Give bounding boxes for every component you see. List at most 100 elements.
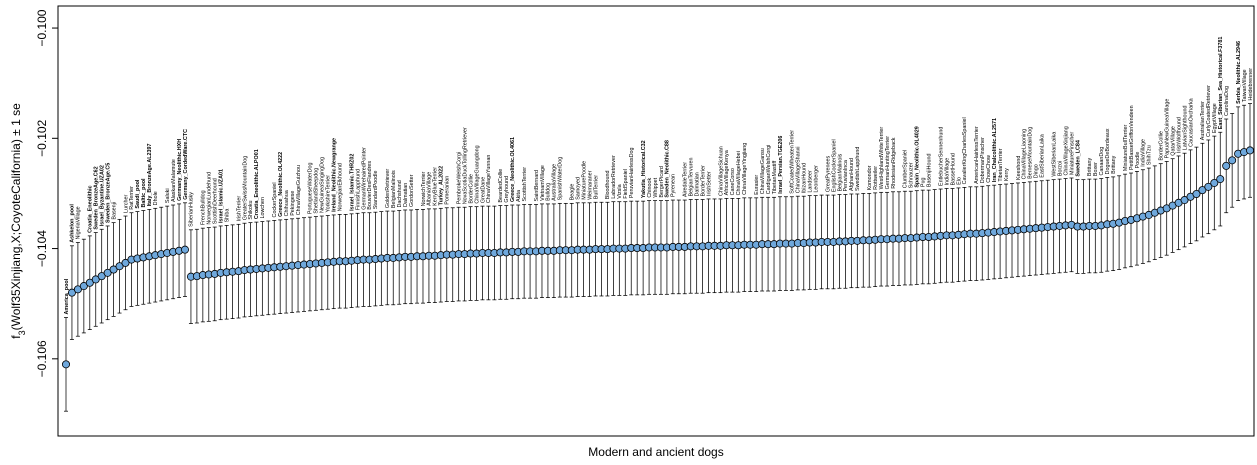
point-label: CavalierKingCharlesSpaniel bbox=[962, 117, 968, 184]
point-label: Beagle bbox=[570, 184, 576, 201]
point-label: NewGuineaSingingDog bbox=[320, 157, 326, 213]
data-point bbox=[62, 360, 71, 369]
point-label: Germany_Neolithic.HXH bbox=[177, 139, 183, 201]
point-label: Greyhound bbox=[504, 176, 510, 203]
data-point bbox=[67, 288, 76, 297]
point-label: BouvierDesFlandres bbox=[367, 161, 373, 210]
data-point bbox=[85, 278, 94, 287]
point-label: YorkshireTerrier bbox=[326, 175, 332, 213]
data-point bbox=[1204, 182, 1213, 191]
point-label: BeardedCollie bbox=[498, 169, 504, 203]
point-label: MiniaturePinscher bbox=[1069, 132, 1075, 175]
point-label: NovaScotiaDuckTollingRetriever bbox=[462, 127, 468, 204]
point-label: EnglishCockerSpaniel bbox=[831, 139, 837, 192]
point-label: GreatDane bbox=[480, 177, 486, 203]
data-point bbox=[121, 258, 130, 267]
point-label: IndiaVillage bbox=[1141, 139, 1147, 167]
point-label: Shiba bbox=[224, 209, 230, 223]
point-label: Turkey_AL2022 bbox=[439, 166, 445, 205]
point-label: Brittany bbox=[1111, 155, 1117, 174]
y-axis: −0.106 −0.104 −0.102 −0.100 bbox=[35, 9, 58, 377]
point-label: Serbia_Neolithic.AL2946 bbox=[1236, 41, 1242, 104]
point-label: Sweden_Neolithic.C88 bbox=[665, 140, 671, 198]
point-label: EastSiberianLaika bbox=[1040, 134, 1046, 177]
point-label: Israel_Islamic.THRZ02 bbox=[349, 154, 355, 211]
point-label: Elo bbox=[956, 177, 962, 185]
point-label: Eurasier bbox=[754, 175, 760, 195]
point-label: AiredaleTerrier bbox=[683, 162, 689, 197]
point-label: Schnauzer bbox=[909, 162, 915, 188]
point-label: Bulldog bbox=[546, 183, 552, 201]
data-point bbox=[103, 268, 112, 277]
data-point bbox=[1180, 196, 1189, 205]
point-label: Boxer bbox=[1093, 162, 1099, 176]
point-label: Chinook bbox=[647, 178, 653, 198]
point-label: Germany_CordedWare.CTC bbox=[183, 129, 189, 200]
point-label: QatarVillage bbox=[1170, 126, 1176, 156]
point-label: BorderCollie bbox=[468, 174, 474, 204]
data-point bbox=[79, 282, 88, 291]
point-label: AfricaVillageKenya bbox=[724, 150, 730, 195]
point-label: PortugueseWaterDog bbox=[308, 163, 314, 215]
point-label: KerryBlueTerrier bbox=[433, 167, 439, 206]
point-label: GermanWirehairedPointer bbox=[361, 147, 367, 210]
point-label: TibetanMastiff bbox=[772, 160, 778, 194]
data-point bbox=[1210, 178, 1219, 187]
point-label: EgyptVillage bbox=[1212, 103, 1218, 133]
point-label: Spain_Neolithic.OL4029 bbox=[915, 126, 921, 187]
point-label: BerneseMountainDog bbox=[1028, 127, 1034, 179]
plot-frame bbox=[57, 5, 1255, 437]
point-label: Pyrenean bbox=[671, 174, 677, 197]
point-label: Leonberger bbox=[813, 165, 819, 193]
point-label: ChinaVillageSichuan bbox=[718, 146, 724, 196]
point-label: Basenji bbox=[111, 202, 117, 220]
point-label: GordonSetter bbox=[409, 174, 415, 207]
data-point bbox=[1222, 161, 1231, 170]
point-label: Komondor bbox=[867, 165, 873, 190]
point-label: CanaanDog bbox=[1099, 147, 1105, 176]
point-label: ShetlandSheepdog bbox=[314, 168, 320, 214]
point-label: IndiaVillage bbox=[944, 158, 950, 186]
point-label: BorderCollie bbox=[1159, 131, 1165, 161]
data-point bbox=[1228, 156, 1237, 165]
point-label: Poodle bbox=[1135, 152, 1141, 169]
point-label: Kerry bbox=[1004, 168, 1010, 181]
point-label: ClumberSpaniel bbox=[903, 150, 909, 188]
point-label: SwedishLapphund bbox=[855, 147, 861, 191]
y-axis-title-subscript: 3 bbox=[17, 330, 27, 335]
point-label: GreatPyrenees bbox=[825, 156, 831, 193]
point-label: NigeriaVillage bbox=[76, 206, 82, 239]
point-label: BelgianMalinois bbox=[391, 170, 397, 208]
point-label: BullTerrier bbox=[593, 175, 599, 199]
y-tick-label: −0.106 bbox=[35, 340, 49, 377]
point-label: WestSiberianLaika bbox=[1051, 132, 1057, 177]
data-point bbox=[73, 285, 82, 294]
point-label: Rottweiler bbox=[873, 166, 879, 190]
point-label: Saudi_pool bbox=[135, 179, 141, 209]
point-label: ChinaVillageGuangdong bbox=[474, 145, 480, 203]
data-point bbox=[109, 265, 118, 274]
point-label: TaiwanVillage bbox=[1242, 69, 1248, 102]
point-label: Croatia_Eneolithic.ALPO01 bbox=[254, 149, 260, 219]
point-labels: America_pool Ashkelon_pool NigeriaVillage C… bbox=[64, 37, 1254, 315]
point-label: Pomeranian bbox=[445, 176, 451, 205]
point-label: Iran_Chalcolithic.AL2571 bbox=[992, 118, 998, 182]
point-label: ChinaVillageShanxi bbox=[796, 147, 802, 194]
point-label: DobermanPinscher bbox=[980, 137, 986, 183]
point-label: Baltic_pool bbox=[141, 178, 147, 208]
y-tick-label: −0.100 bbox=[35, 9, 49, 46]
point-label: LabradorRetriever bbox=[611, 155, 617, 199]
point-label: Dingo bbox=[1034, 164, 1040, 178]
point-label: ShihTzu bbox=[1147, 145, 1153, 165]
point-label: ScottishTerrier bbox=[522, 167, 528, 202]
point-label: BelgianMalinois bbox=[837, 153, 843, 191]
point-label: ChinaVillageYunnan bbox=[486, 155, 492, 203]
point-label: Weimaraner bbox=[587, 170, 593, 199]
point-label: Sweden_BronzeAge.C62 bbox=[94, 166, 100, 229]
point-label: Akita bbox=[516, 190, 522, 202]
point-label: SaintBernard bbox=[534, 170, 540, 201]
point-label: Dachshund bbox=[397, 180, 403, 207]
point-label: Ashkelon_pool bbox=[70, 204, 76, 243]
point-label: Ireland_Neolithic.Newgrange bbox=[332, 138, 338, 212]
